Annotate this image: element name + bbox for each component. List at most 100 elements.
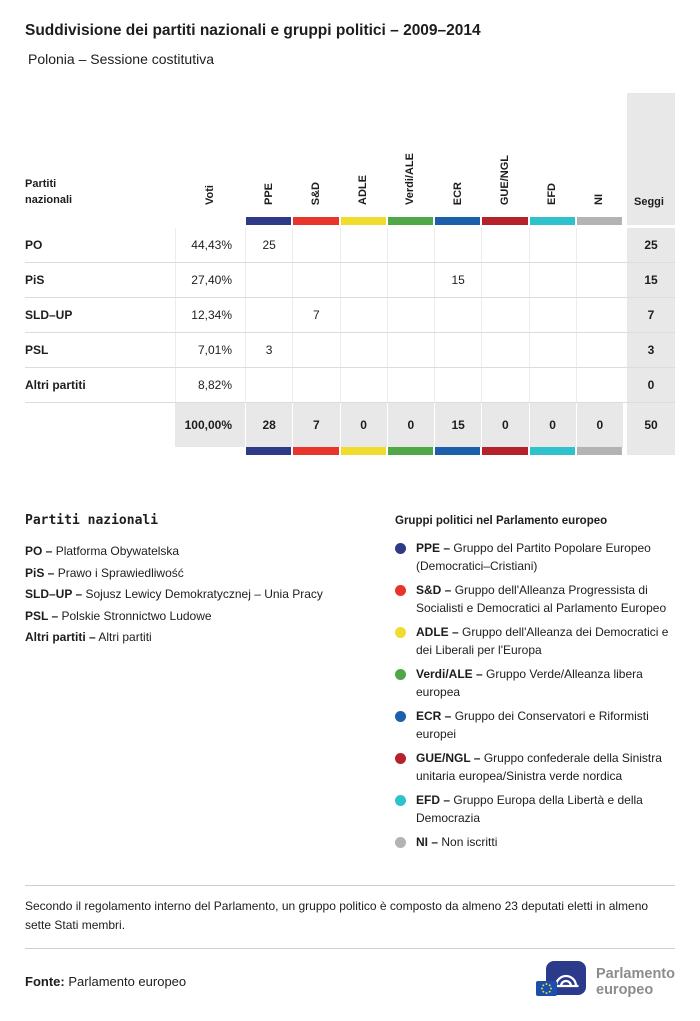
group-cell (292, 228, 339, 262)
group-legend-item: EFD – Gruppo Europa della Libertà e dell… (395, 792, 675, 827)
seggi-value: 0 (627, 368, 675, 402)
seggi-value: 7 (627, 298, 675, 332)
group-color-bar-ecr (435, 217, 481, 225)
group-cell (434, 368, 481, 402)
table-row-psl: PSL 7,01% 3 3 (25, 333, 675, 368)
gue-ngl-color-dot (395, 753, 406, 764)
group-color-bar-efd (529, 447, 575, 455)
group-cell (575, 263, 623, 297)
table-row-sld-up: SLD–UP 12,34% 7 7 (25, 298, 675, 333)
party-name: Altri partiti (25, 378, 86, 392)
group-cell (339, 368, 387, 402)
group-color-bar-verdi-ale (387, 447, 433, 455)
table-row-altri-partiti: Altri partiti 8,82% 0 (25, 368, 675, 403)
group-cell (528, 368, 576, 402)
spacer (175, 217, 245, 225)
party-name: PiS (25, 273, 45, 287)
group-cell (339, 298, 387, 332)
group-cell (386, 228, 434, 262)
source-line: Fonte: Parlamento europeo (25, 974, 187, 989)
spacer (25, 403, 175, 447)
total-group-cell: 15 (434, 403, 482, 447)
total-group-cell: 0 (481, 403, 529, 447)
party-legend-item: PO – Platforma Obywatelska (25, 544, 180, 558)
group-legend-item: Verdi/ALE – Gruppo Verde/Alleanza libera… (395, 666, 675, 701)
column-header-ppe: PPE (262, 182, 275, 205)
total-group-cell: 0 (575, 403, 623, 447)
group-cell (386, 298, 434, 332)
group-color-bar-gue-ngl (482, 217, 528, 225)
group-cell (575, 298, 623, 332)
group-cell (575, 228, 623, 262)
total-group-cell: 7 (292, 403, 340, 447)
group-color-bar-ni (576, 447, 622, 455)
group-cell: 15 (434, 263, 481, 297)
group-cell (292, 368, 339, 402)
group-cell (386, 368, 434, 402)
group-cell (245, 298, 292, 332)
column-header-seggi: Seggi (627, 93, 675, 217)
table-header-row: Partiti nazionali Voti PPE S&D ADLE Verd… (25, 93, 675, 217)
results-table: Partiti nazionali Voti PPE S&D ADLE Verd… (25, 93, 675, 455)
group-color-bar-verdi-ale (387, 217, 433, 225)
column-header-efd: EFD (546, 183, 559, 205)
political-groups-legend: Gruppi politici nel Parlamento europeo P… (395, 513, 675, 859)
total-group-cell: 28 (245, 403, 293, 447)
group-legend-item: GUE/NGL – Gruppo confederale della Sinis… (395, 750, 675, 785)
voti-value: 44,43% (175, 228, 245, 262)
page-title: Suddivisione dei partiti nazionali e gru… (25, 22, 481, 39)
ppe-color-dot (395, 543, 406, 554)
party-name: PSL (25, 343, 49, 357)
column-header-verdi-ale: Verdi/ALE (404, 153, 417, 205)
column-header-gue-ngl: GUE/NGL (498, 154, 511, 205)
group-color-bar-ppe (246, 217, 292, 225)
voti-value: 12,34% (175, 298, 245, 332)
seggi-value: 25 (627, 228, 675, 262)
group-color-bar-ecr (435, 447, 481, 455)
group-cell (434, 298, 481, 332)
party-legend-item: PiS – Prawo i Sprawiedliwość (25, 565, 184, 580)
group-cell (528, 263, 576, 297)
group-color-bars-top (25, 217, 675, 225)
voti-value: 7,01% (175, 333, 245, 367)
total-voti: 100,00% (175, 403, 245, 447)
group-cell (339, 228, 387, 262)
total-seggi: 50 (627, 403, 675, 447)
hemicycle-icon (536, 960, 587, 996)
group-cell (386, 333, 434, 367)
group-cell (575, 368, 623, 402)
ecr-color-dot (395, 711, 406, 722)
group-cell (481, 228, 528, 262)
corner-line1: Partiti (25, 178, 57, 190)
verdi-ale-color-dot (395, 669, 406, 680)
rule-note: Secondo il regolamento interno del Parla… (25, 884, 675, 949)
group-color-bar-sd (293, 447, 339, 455)
group-cell (528, 298, 576, 332)
group-cell: 3 (245, 333, 292, 367)
group-color-bars-bottom (25, 447, 675, 455)
group-cell (245, 263, 292, 297)
table-row-pis: PiS 27,40% 15 15 (25, 263, 675, 298)
group-color-bar-ppe (246, 447, 292, 455)
group-cell (481, 298, 528, 332)
group-cell (245, 368, 292, 402)
total-group-cell: 0 (528, 403, 576, 447)
voti-value: 27,40% (175, 263, 245, 297)
group-cell (434, 228, 481, 262)
page-subtitle: Polonia – Sessione costitutiva (28, 51, 214, 67)
group-cell (528, 333, 576, 367)
ni-color-dot (395, 837, 406, 848)
group-color-bar-ni (576, 217, 622, 225)
parties-legend-title: Partiti nazionali (25, 513, 159, 528)
logo-line1: Parlamento (596, 965, 675, 982)
group-cell (339, 263, 387, 297)
table-row-po: PO 44,43% 25 25 (25, 228, 675, 263)
total-group-cell: 0 (339, 403, 387, 447)
group-color-bar-adle (340, 447, 386, 455)
logo-wordmark: Parlamento europeo (596, 966, 675, 998)
group-legend-item: ECR – Gruppo dei Conservatori e Riformis… (395, 708, 675, 743)
column-header-voti: Voti (204, 185, 216, 205)
group-cell: 25 (245, 228, 292, 262)
corner-line2: nazionali (25, 194, 73, 206)
